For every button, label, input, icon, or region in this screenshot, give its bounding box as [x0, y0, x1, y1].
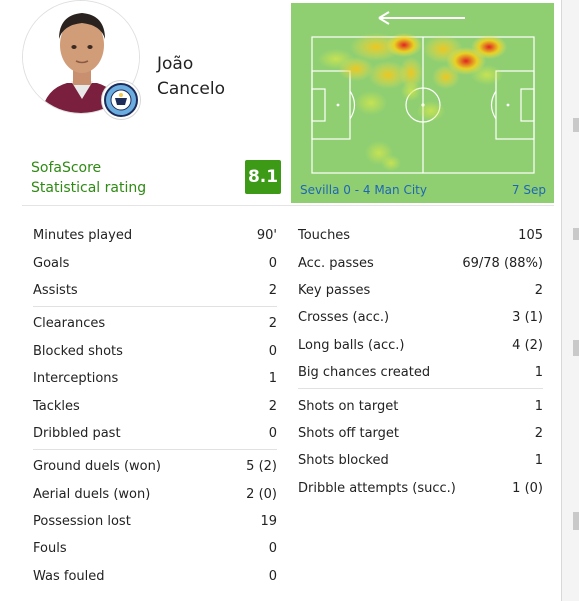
stat-label: Was fouled [33, 568, 105, 584]
stat-value: 0 [268, 568, 277, 584]
rating-badge: 8.1 [245, 160, 281, 194]
edge-marker [573, 228, 579, 240]
stat-value: 0 [268, 343, 277, 359]
stat-label: Blocked shots [33, 343, 123, 359]
stat-label: Possession lost [33, 514, 131, 530]
stat-value: 4 (2) [512, 337, 543, 353]
stat-row-long-balls-acc: Long balls (acc.) 4 (2) [298, 332, 543, 359]
stat-label: Goals [33, 255, 70, 271]
stat-label: Aerial duels (won) [33, 486, 151, 502]
stat-value: 2 [534, 282, 543, 298]
player-name[interactable]: João Cancelo [157, 52, 225, 102]
stat-value: 1 (0) [512, 480, 543, 496]
player-avatar[interactable] [22, 0, 140, 114]
stat-value: 3 (1) [512, 310, 543, 326]
match-score[interactable]: Sevilla 0 - 4 Man City [300, 183, 427, 197]
stat-label: Ground duels (won) [33, 459, 161, 475]
browser-edge [561, 0, 579, 601]
stat-row-dribbled-past: Dribbled past 0 [33, 420, 277, 447]
stat-label: Dribble attempts (succ.) [298, 480, 456, 496]
stat-value: 5 (2) [246, 459, 277, 475]
stat-label: Acc. passes [298, 255, 374, 271]
stat-label: Key passes [298, 282, 371, 298]
stat-label: Big chances created [298, 365, 431, 381]
manchester-city-crest-icon [104, 83, 138, 117]
stat-label: Crosses (acc.) [298, 310, 390, 326]
rating-label-line1: SofaScore [31, 160, 102, 176]
stat-row-crosses-acc: Crosses (acc.) 3 (1) [298, 304, 543, 331]
stat-row-interceptions: Interceptions 1 [33, 365, 277, 392]
stat-label: Minutes played [33, 228, 133, 244]
stat-row-tackles: Tackles 2 [33, 392, 277, 419]
match-date: 7 Sep [511, 183, 546, 197]
stat-value: 1 [534, 453, 543, 469]
stat-row-aerial-duels-won: Aerial duels (won) 2 (0) [33, 481, 277, 508]
stat-value: 1 [534, 365, 543, 381]
stat-group: Touches 105 Acc. passes 69/78 (88%) Key pass… [298, 222, 543, 386]
stat-value: 2 [268, 316, 277, 332]
stat-label: Assists [33, 282, 78, 298]
stat-label: Dribbled past [33, 425, 121, 441]
player-first-name: João [157, 54, 194, 74]
rating-label: SofaScore Statistical rating [31, 158, 146, 198]
stat-value: 2 [268, 398, 277, 414]
stat-row-big-chances-created: Big chances created 1 [298, 359, 543, 386]
stat-value: 19 [260, 514, 277, 530]
stat-value: 2 [268, 282, 277, 298]
stat-label: Shots blocked [298, 453, 389, 469]
stat-row-goals: Goals 0 [33, 249, 277, 276]
stat-row-minutes-played: Minutes played 90' [33, 222, 277, 249]
stats-column-right: Touches 105 Acc. passes 69/78 (88%) Key pass… [298, 222, 543, 502]
stat-row-was-fouled: Was fouled 0 [33, 563, 277, 590]
heatmap-pitch [291, 3, 554, 203]
stat-value: 1 [268, 371, 277, 387]
stat-group: Clearances 2 Blocked shots 0 Interceptions 1 T… [33, 306, 277, 447]
stat-value: 105 [518, 228, 543, 244]
stat-label: Touches [298, 228, 351, 244]
stat-value: 0 [268, 255, 277, 271]
heatmap[interactable] [291, 3, 554, 203]
stat-row-fouls: Fouls 0 [33, 535, 277, 562]
edge-marker [573, 512, 579, 530]
rating-label-line2: Statistical rating [31, 180, 147, 196]
stat-row-key-passes: Key passes 2 [298, 277, 543, 304]
stat-row-shots-off-target: Shots off target 2 [298, 420, 543, 447]
stat-row-possession-lost: Possession lost 19 [33, 508, 277, 535]
stat-value: 90' [256, 228, 277, 244]
stat-label: Long balls (acc.) [298, 337, 405, 353]
stat-value: 0 [268, 425, 277, 441]
club-badge[interactable] [101, 80, 141, 120]
stat-label: Shots on target [298, 398, 399, 414]
heatmap-match-info[interactable]: Sevilla 0 - 4 Man City 7 Sep [300, 183, 546, 197]
edge-marker [573, 118, 579, 132]
stat-label: Interceptions [33, 371, 119, 387]
stat-value: 2 [534, 425, 543, 441]
stat-value: 0 [268, 541, 277, 557]
stat-row-shots-blocked: Shots blocked 1 [298, 447, 543, 474]
player-last-name: Cancelo [157, 79, 225, 99]
stat-row-dribble-attempts-succ: Dribble attempts (succ.) 1 (0) [298, 475, 543, 502]
stat-value: 69/78 (88%) [462, 255, 543, 271]
stat-value: 1 [534, 398, 543, 414]
stat-row-blocked-shots: Blocked shots 0 [33, 338, 277, 365]
stat-group: Ground duels (won) 5 (2) Aerial duels (won… [33, 449, 277, 590]
stat-label: Fouls [33, 541, 67, 557]
stat-label: Clearances [33, 316, 106, 332]
stat-row-shots-on-target: Shots on target 1 [298, 392, 543, 419]
header-divider [22, 205, 554, 206]
stats-column-left: Minutes played 90' Goals 0 Assists 2 Clearance… [33, 222, 277, 590]
player-photo-icon [23, 1, 139, 113]
stat-row-touches: Touches 105 [298, 222, 543, 249]
stat-label: Shots off target [298, 425, 400, 441]
edge-marker [573, 340, 579, 356]
stat-group: Shots on target 1 Shots off target 2 Shots b… [298, 388, 543, 502]
stat-row-assists: Assists 2 [33, 277, 277, 304]
stat-value: 2 (0) [246, 486, 277, 502]
stat-row-acc-passes: Acc. passes 69/78 (88%) [298, 249, 543, 276]
stat-group: Minutes played 90' Goals 0 Assists 2 [33, 222, 277, 304]
stat-row-ground-duels-won: Ground duels (won) 5 (2) [33, 453, 277, 480]
stat-row-clearances: Clearances 2 [33, 310, 277, 337]
stat-label: Tackles [33, 398, 80, 414]
